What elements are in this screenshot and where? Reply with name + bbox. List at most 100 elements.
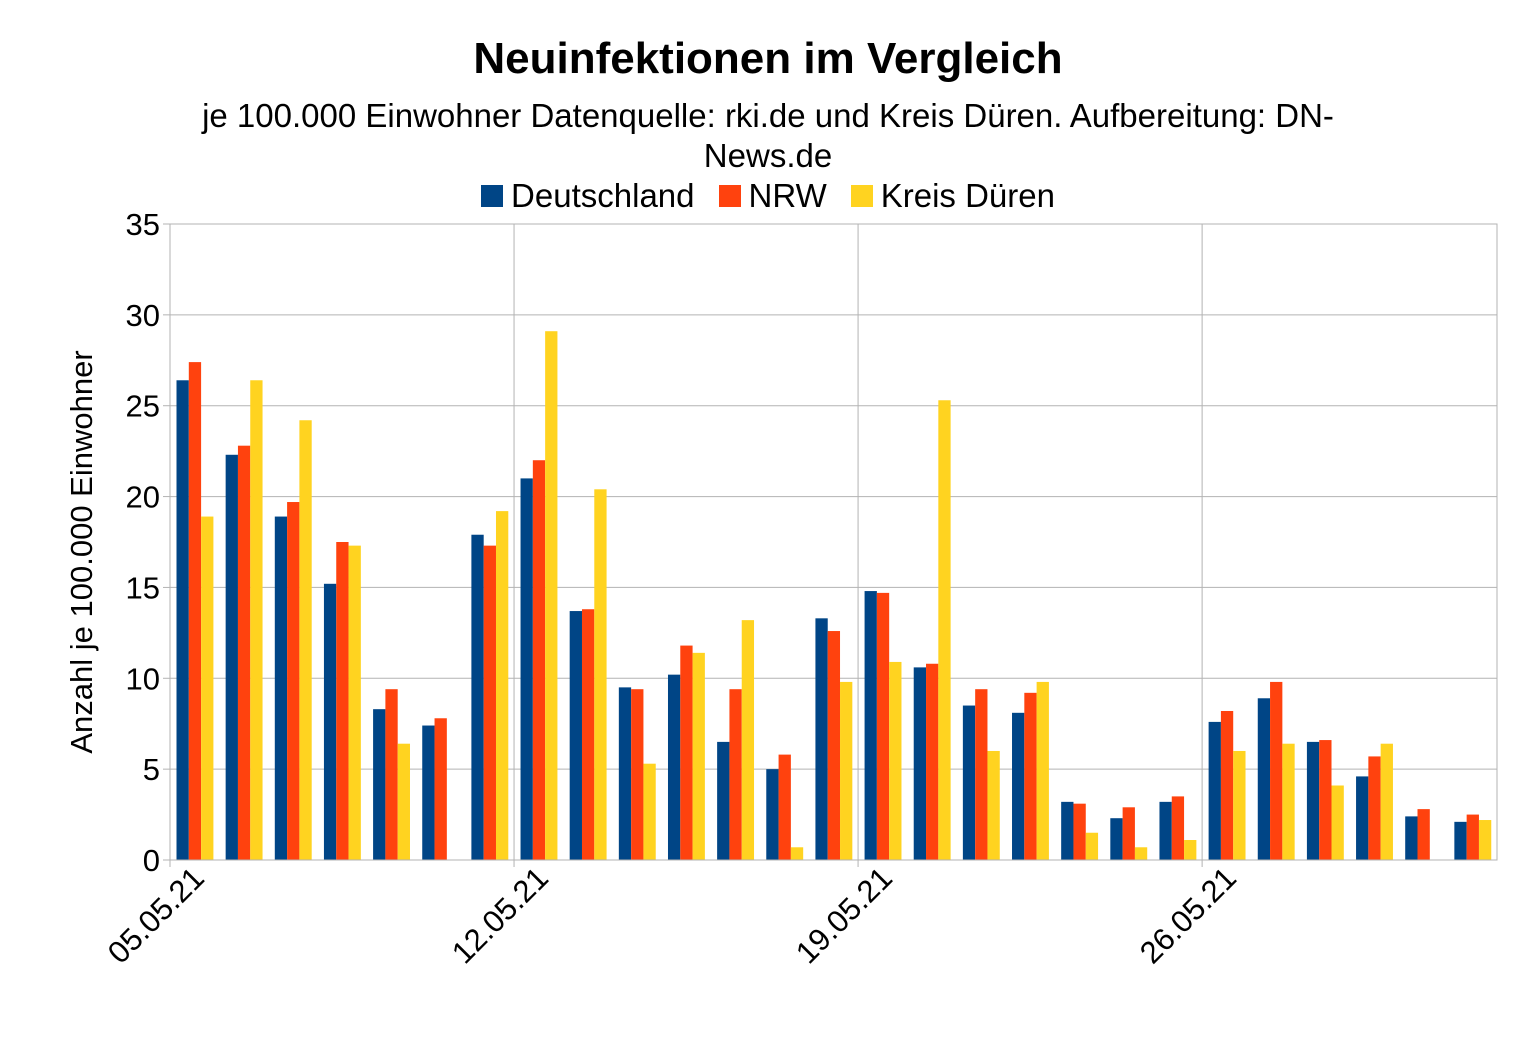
- bar-deutschland-24: [1356, 776, 1369, 860]
- bar-deutschland-13: [815, 618, 828, 860]
- bar-kreis-d-ren-0: [201, 516, 214, 860]
- bar-kreis-d-ren-21: [1233, 750, 1246, 860]
- bar-kreis-d-ren-12: [790, 847, 804, 860]
- legend-item-nrw: NRW: [718, 177, 827, 215]
- bar-nrw-11: [729, 689, 742, 860]
- bar-kreis-d-ren-9: [643, 763, 656, 860]
- bar-deutschland-22: [1257, 698, 1271, 860]
- bar-kreis-d-ren-15: [938, 400, 951, 860]
- bar-deutschland-15: [913, 667, 927, 860]
- bar-deutschland-3: [323, 583, 337, 860]
- bar-kreis-d-ren-10: [692, 652, 705, 860]
- bar-nrw-8: [581, 609, 595, 860]
- x-tick-label: 19.05.21: [789, 860, 899, 970]
- x-tick-label: 26.05.21: [1133, 860, 1243, 970]
- bar-deutschland-21: [1208, 721, 1221, 860]
- bar-nrw-2: [287, 502, 300, 860]
- bar-kreis-d-ren-22: [1282, 743, 1295, 860]
- bar-kreis-d-ren-4: [397, 743, 410, 860]
- bar-nrw-15: [926, 663, 939, 860]
- legend-swatch-kreis-dueren: [850, 185, 873, 207]
- y-tick-label: 20: [126, 480, 160, 515]
- bar-nrw-5: [434, 718, 447, 860]
- bar-deutschland-7: [520, 478, 533, 860]
- chart-title: Neuinfektionen im Vergleich: [473, 34, 1063, 83]
- bar-kreis-d-ren-20: [1184, 840, 1197, 860]
- bar-deutschland-12: [766, 769, 779, 860]
- legend-swatch-deutschland: [481, 185, 504, 207]
- bar-kreis-d-ren-24: [1380, 743, 1393, 860]
- bar-nrw-1: [237, 445, 251, 860]
- bar-nrw-20: [1171, 796, 1185, 860]
- bar-deutschland-0: [176, 380, 189, 860]
- bar-deutschland-10: [667, 674, 681, 860]
- bar-kreis-d-ren-6: [495, 511, 509, 860]
- bar-deutschland-1: [225, 454, 238, 860]
- bar-deutschland-25: [1405, 816, 1418, 860]
- bar-nrw-16: [975, 689, 988, 860]
- bar-kreis-d-ren-18: [1085, 832, 1099, 860]
- bar-nrw-19: [1122, 807, 1135, 860]
- bar-deutschland-9: [618, 687, 632, 860]
- bar-nrw-25: [1417, 809, 1430, 860]
- y-tick-label: 25: [126, 389, 160, 424]
- bar-nrw-13: [827, 631, 841, 860]
- bar-nrw-17: [1024, 692, 1037, 860]
- bar-deutschland-4: [373, 709, 386, 860]
- bar-nrw-7: [532, 460, 546, 860]
- bar-kreis-d-ren-3: [348, 545, 361, 860]
- y-tick-label: 15: [126, 570, 160, 605]
- legend-label-nrw: NRW: [748, 177, 827, 214]
- bar-nrw-6: [483, 545, 496, 860]
- bar-nrw-3: [336, 542, 349, 860]
- legend: Deutschland NRW Kreis Düren: [0, 177, 1536, 215]
- bar-kreis-d-ren-14: [889, 661, 902, 860]
- chart-subtitle: je 100.000 Einwohner Datenquelle: rki.de…: [202, 97, 1334, 174]
- y-tick-label: 35: [126, 207, 160, 242]
- y-tick-label: 0: [143, 843, 160, 878]
- bar-nrw-18: [1073, 803, 1086, 860]
- bar-deutschland-2: [274, 516, 288, 860]
- bar-nrw-12: [778, 754, 791, 860]
- bar-nrw-9: [631, 689, 644, 860]
- bar-deutschland-17: [1012, 712, 1025, 860]
- legend-label-kreis-dueren: Kreis Düren: [880, 177, 1055, 214]
- bar-deutschland-18: [1061, 801, 1074, 860]
- bar-kreis-d-ren-11: [741, 620, 755, 860]
- bar-nrw-10: [680, 645, 693, 860]
- bar-kreis-d-ren-7: [545, 331, 558, 860]
- bar-nrw-4: [385, 689, 398, 860]
- bar-kreis-d-ren-1: [250, 380, 263, 860]
- bar-deutschland-16: [962, 705, 976, 860]
- bar-nrw-26: [1466, 814, 1479, 860]
- legend-item-deutschland: Deutschland: [481, 177, 695, 215]
- bar-nrw-21: [1220, 710, 1234, 860]
- bar-deutschland-6: [471, 534, 484, 860]
- legend-item-kreis-dueren: Kreis Düren: [850, 177, 1055, 215]
- bar-nrw-14: [876, 592, 890, 860]
- bar-nrw-24: [1368, 756, 1381, 860]
- bar-kreis-d-ren-13: [840, 681, 853, 860]
- bar-deutschland-14: [864, 591, 877, 860]
- bar-kreis-d-ren-8: [594, 489, 607, 860]
- bar-deutschland-26: [1454, 821, 1467, 860]
- y-axis-title: Anzahl je 100.000 Einwohner: [64, 350, 99, 753]
- bar-kreis-d-ren-26: [1478, 820, 1492, 860]
- bar-kreis-d-ren-16: [987, 750, 1000, 860]
- bar-kreis-d-ren-19: [1134, 847, 1148, 860]
- bar-deutschland-23: [1306, 741, 1320, 860]
- y-tick-label: 30: [126, 298, 160, 333]
- bar-kreis-d-ren-17: [1036, 681, 1049, 860]
- bar-kreis-d-ren-2: [299, 420, 312, 860]
- bar-nrw-22: [1270, 681, 1283, 860]
- bar-nrw-23: [1319, 740, 1332, 860]
- y-tick-label: 5: [143, 752, 160, 787]
- bar-deutschland-11: [717, 741, 730, 860]
- x-tick-label: 12.05.21: [445, 860, 555, 970]
- legend-label-deutschland: Deutschland: [511, 177, 695, 214]
- legend-swatch-nrw: [718, 185, 741, 207]
- bar-kreis-d-ren-23: [1331, 785, 1344, 860]
- bar-deutschland-8: [569, 611, 582, 860]
